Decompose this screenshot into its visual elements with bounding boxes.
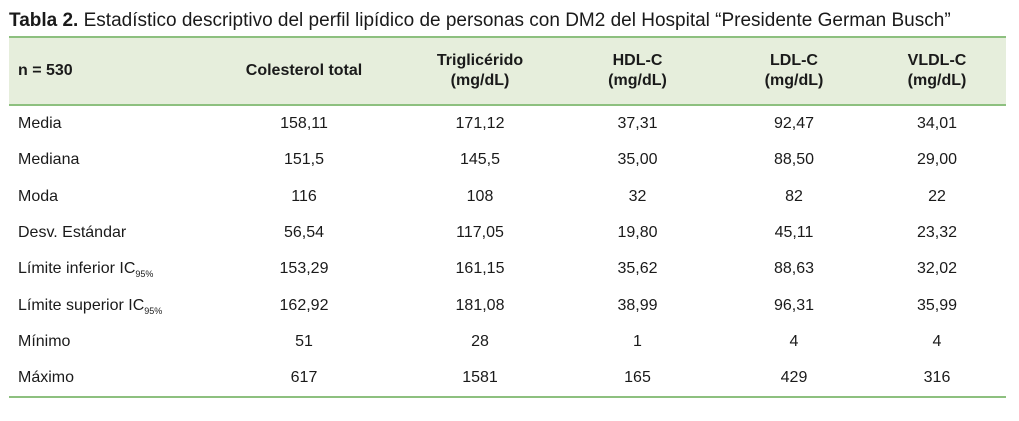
header-cell-ldl-c: LDL-C (mg/dL) [720,36,868,106]
caption-label: Tabla 2. [9,10,79,31]
row-label: Desv. Estándar [18,224,127,242]
table-cell: 35,00 [617,151,658,169]
header-row: n = 530 Colesterol total Triglicérido (mg… [9,36,1006,106]
table-cell: 32 [628,187,647,205]
row-label: Mediana [18,151,80,169]
row-label-subscript: 95% [135,269,154,280]
table-caption: Tabla 2. Estadístico descriptivo del per… [9,9,951,33]
table-cell: 88,50 [773,151,815,169]
table-row: Moda 116 108 32 82 22 [9,179,1006,215]
table-cell: 22 [928,187,946,205]
table-cell: 37,31 [617,115,658,133]
table-cell: 51 [295,332,313,350]
table-cell: 162,92 [279,296,329,314]
lipid-profile-table: n = 530 Colesterol total Triglicérido (mg… [9,36,1006,399]
table-cell: 171,12 [455,115,505,133]
row-label: Media [18,115,62,133]
table-cell: 23,32 [916,224,958,242]
table-cell: 145,5 [459,151,501,169]
row-label: Mínimo [18,332,71,350]
header-cell-n: n = 530 [9,36,203,106]
table-row: Mínimo 51 28 1 4 4 [9,324,1006,360]
table-cell: 108 [466,187,494,205]
table-header: n = 530 Colesterol total Triglicérido (mg… [9,36,1006,106]
table-cell: 56,54 [283,224,325,242]
table-cell: 158,11 [280,115,328,133]
table-cell: 117,05 [456,224,504,242]
table-cell: 38,99 [617,296,658,314]
table-cell: 153,29 [279,260,329,278]
table-cell: 92,47 [773,115,815,133]
table-cell: 165 [555,360,720,399]
row-label: Moda [18,187,59,205]
table-row: Límite superior IC95% 162,92 181,08 38,99 96… [9,287,1006,323]
table-cell: 161,15 [455,260,505,278]
header-cell-trigliceridos: Triglicérido (mg/dL) [405,36,555,106]
table-body: Media 158,11 171,12 37,31 92,47 34,01 Mediana 1… [9,105,1006,399]
table-cell: 82 [785,187,803,205]
row-label: Límite inferior IC95% [18,260,154,280]
table-cell: 88,63 [773,260,815,278]
lipid-profile-table-wrapper: n = 530 Colesterol total Triglicérido (mg… [9,36,1006,399]
table-cell: 4 [789,332,799,350]
table-row: Límite inferior IC95% 153,29 161,15 35,62 88… [9,251,1006,287]
table-cell: 96,31 [773,296,815,314]
table-row: Mediana 151,5 145,5 35,00 88,50 29,00 [9,142,1006,178]
table-row: Máximo 617 1581 165 429 316 [9,360,1006,399]
table-cell: 617 [203,360,405,399]
table-cell: 316 [868,360,1006,399]
table-cell: 34,01 [916,115,958,133]
row-label: Máximo [9,360,203,399]
caption-text: Estadístico descriptivo del perfil lipíd… [78,10,951,31]
table-cell: 4 [932,332,942,350]
table-cell: 429 [720,360,868,399]
row-label: Límite superior IC95% [18,296,163,316]
table-cell: 19,80 [617,224,658,242]
table-cell: 28 [471,332,489,350]
table-cell: 32,02 [916,260,958,278]
table-row: Media 158,11 171,12 37,31 92,47 34,01 [9,105,1006,142]
table-cell: 151,5 [283,151,325,169]
table-cell: 35,99 [916,296,958,314]
header-cell-colesterol-total: Colesterol total [203,36,405,106]
header-cell-hdl-c: HDL-C (mg/dL) [555,36,720,106]
table-cell: 1581 [405,360,555,399]
row-label-subscript: 95% [144,305,163,316]
header-cell-vldl-c: VLDL-C (mg/dL) [868,36,1006,106]
table-cell: 29,00 [916,151,958,169]
table-cell: 116 [291,187,317,205]
table-row: Desv. Estándar 56,54 117,05 19,80 45,11 23,32 [9,215,1006,251]
table-cell: 35,62 [617,260,658,278]
table-cell: 1 [633,332,642,350]
table-cell: 45,11 [774,224,814,242]
table-cell: 181,08 [455,296,505,314]
